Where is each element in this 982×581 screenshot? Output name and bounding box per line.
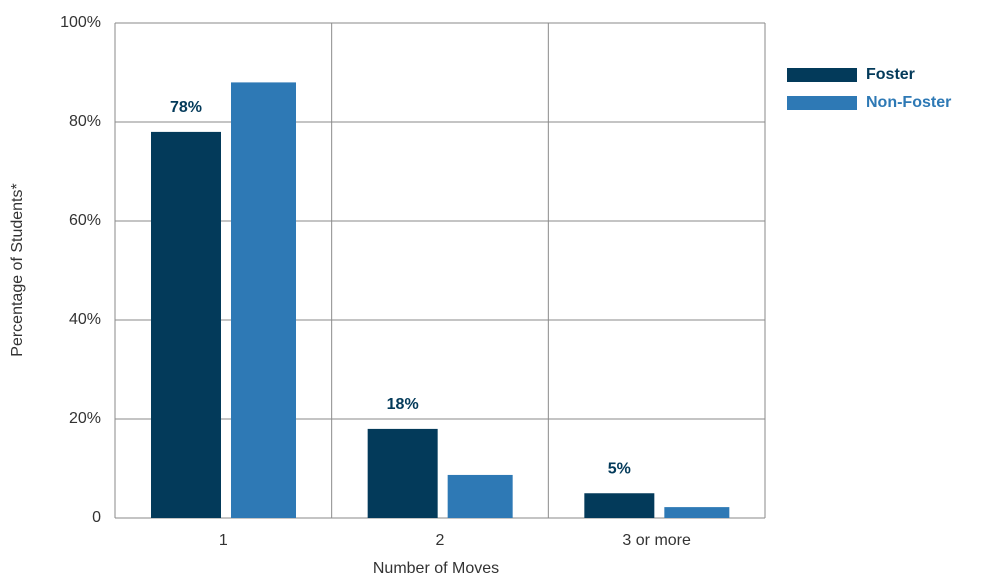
y-tick-label: 0 bbox=[92, 509, 101, 526]
legend-swatch bbox=[787, 96, 857, 110]
x-tick-label: 2 bbox=[436, 532, 445, 549]
bar bbox=[664, 507, 730, 518]
value-label: 18% bbox=[387, 396, 419, 413]
bar bbox=[367, 428, 438, 518]
legend-label: Non-Foster bbox=[866, 94, 951, 111]
value-label: 5% bbox=[608, 460, 631, 477]
y-axis-label: Percentage of Students* bbox=[9, 183, 26, 356]
x-tick-label: 3 or more bbox=[622, 532, 691, 549]
y-tick-label: 100% bbox=[60, 14, 101, 31]
legend-swatch bbox=[787, 68, 857, 82]
y-tick-label: 60% bbox=[69, 212, 101, 229]
bar bbox=[151, 131, 221, 518]
x-axis-label: Number of Moves bbox=[373, 560, 499, 577]
bar bbox=[447, 474, 513, 518]
y-tick-label: 40% bbox=[69, 311, 101, 328]
y-tick-label: 80% bbox=[69, 113, 101, 130]
bar bbox=[231, 82, 296, 519]
legend-label: Foster bbox=[866, 66, 915, 83]
x-tick-label: 1 bbox=[219, 532, 228, 549]
value-label: 78% bbox=[170, 99, 202, 116]
bar bbox=[584, 493, 655, 518]
y-tick-label: 20% bbox=[69, 410, 101, 427]
